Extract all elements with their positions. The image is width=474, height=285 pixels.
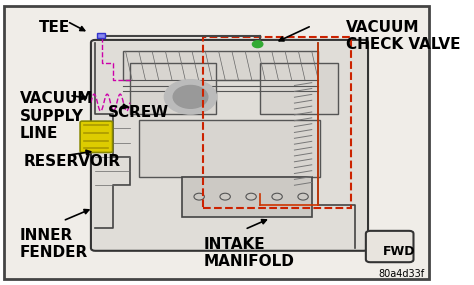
Circle shape bbox=[173, 86, 208, 108]
Text: VACUUM
SUPPLY
LINE: VACUUM SUPPLY LINE bbox=[19, 91, 93, 141]
Circle shape bbox=[164, 80, 217, 114]
Bar bbox=[130, 63, 217, 114]
Bar bbox=[182, 177, 312, 217]
Bar bbox=[203, 37, 351, 208]
Text: VACUUM
CHECK VALVE: VACUUM CHECK VALVE bbox=[346, 20, 461, 52]
Text: TEE: TEE bbox=[39, 20, 70, 35]
Text: FWD: FWD bbox=[383, 245, 416, 258]
Text: RESERVOIR: RESERVOIR bbox=[24, 154, 121, 169]
FancyBboxPatch shape bbox=[91, 40, 368, 251]
Text: 80a4d33f: 80a4d33f bbox=[379, 269, 425, 279]
Bar bbox=[98, 33, 105, 38]
FancyBboxPatch shape bbox=[366, 231, 413, 262]
Text: SCREW: SCREW bbox=[108, 105, 169, 121]
Bar bbox=[260, 63, 337, 114]
Bar bbox=[123, 51, 318, 80]
Bar bbox=[138, 120, 320, 177]
FancyBboxPatch shape bbox=[80, 121, 112, 152]
Text: INTAKE
MANIFOLD: INTAKE MANIFOLD bbox=[203, 237, 294, 269]
Circle shape bbox=[253, 41, 263, 48]
Text: INNER
FENDER: INNER FENDER bbox=[19, 228, 88, 260]
